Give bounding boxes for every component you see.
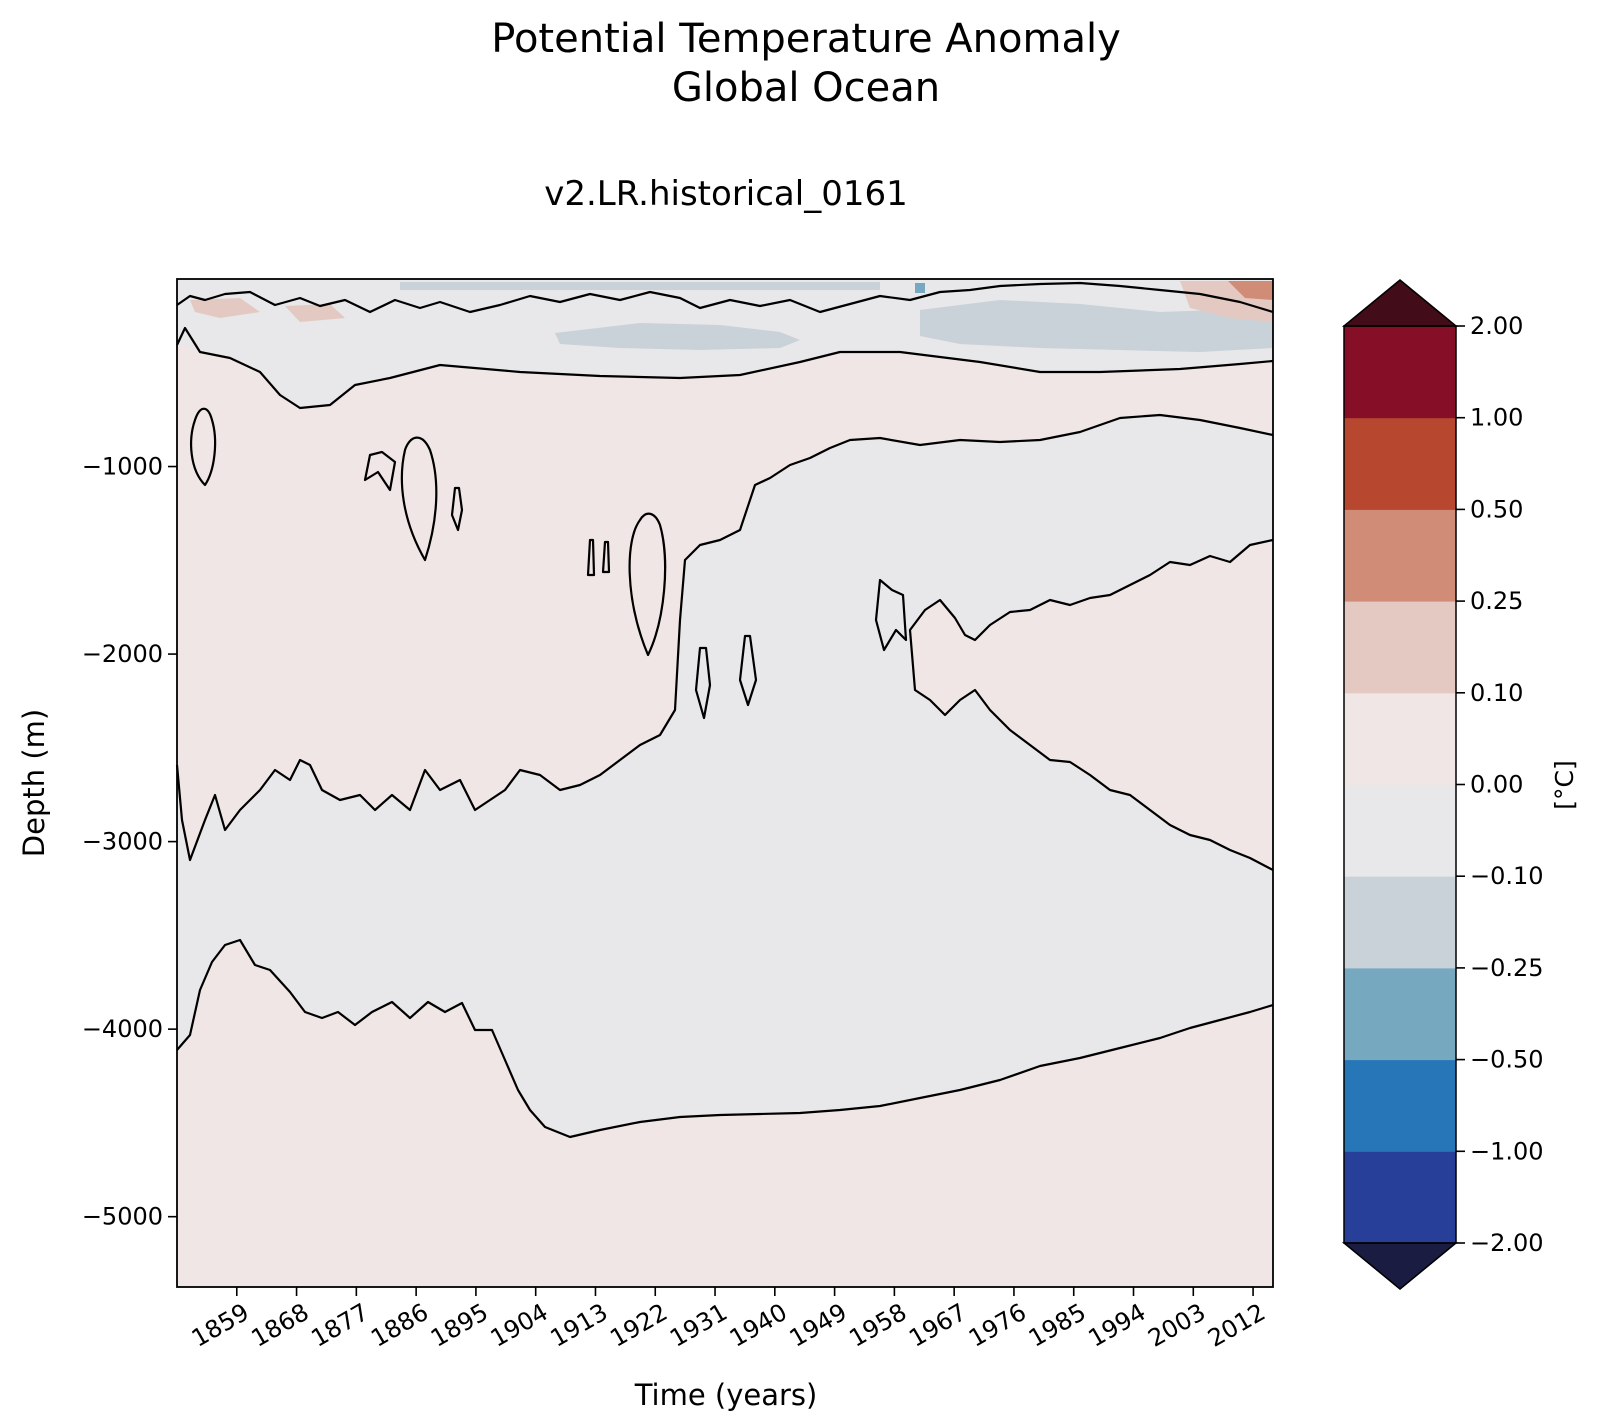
y-tick-label: −2000 — [82, 640, 163, 668]
x-tick-label: 1994 — [1084, 1298, 1151, 1353]
x-tick-label: 2003 — [1143, 1298, 1210, 1353]
contour-island-b — [400, 436, 438, 562]
contour-lower-tongue — [176, 938, 1274, 1139]
contour-island-h — [738, 634, 758, 707]
colorbar-tick-label: 1.00 — [1470, 404, 1523, 432]
plot-frame — [176, 278, 1274, 1288]
y-tick-label: −3000 — [82, 828, 163, 856]
surface-warm-spot-b — [285, 304, 345, 322]
surface-warm-core — [1228, 281, 1273, 300]
colorbar-tick-label: 0.00 — [1470, 771, 1523, 799]
surface-warm-spot-a — [190, 298, 260, 318]
x-tick-label: 2012 — [1203, 1298, 1270, 1353]
colorbar-segment — [1344, 326, 1456, 419]
contour-island-d — [450, 486, 464, 532]
contour-surface-upper — [176, 281, 1274, 314]
colorbar-tick-label: 0.50 — [1470, 495, 1523, 523]
contour-island-g — [694, 646, 712, 720]
colorbar-over-extension — [1341, 279, 1459, 327]
y-tick-label: −5000 — [82, 1203, 163, 1231]
colorbar-segment — [1344, 967, 1456, 1061]
colorbar-segment — [1344, 509, 1456, 602]
x-axis-label: Time (years) — [634, 1378, 818, 1412]
colorbar-segment — [1344, 1151, 1456, 1244]
contour-island-f — [628, 512, 667, 657]
colorbar-under-extension — [1341, 1242, 1459, 1290]
colorbar: −2.00 −1.00 −0.50 −0.25 −0.10 0.00 0.10 0.25 0.5… — [1341, 279, 1544, 1290]
colorbar-segment — [1344, 417, 1456, 510]
contour-surface-lower — [176, 326, 1274, 410]
chart-subtitle: Global Ocean — [672, 65, 940, 111]
y-axis-label: Depth (m) — [17, 709, 51, 857]
contour-island-c — [363, 450, 397, 492]
x-tick-label: 1949 — [785, 1298, 852, 1353]
colorbar-segment — [1344, 692, 1456, 785]
colorbar-tick-label: 0.25 — [1470, 587, 1523, 615]
colorbar-tick-label: 2.00 — [1470, 312, 1523, 340]
x-tick-label: 1859 — [187, 1298, 254, 1353]
colorbar-tick-label: −2.00 — [1470, 1229, 1544, 1257]
mid-depth-cool-tongue — [177, 415, 1273, 1137]
colorbar-label: [°C] — [1550, 760, 1579, 809]
colorbar-segment — [1344, 601, 1456, 694]
contour-island-a — [190, 407, 217, 487]
contour-right-wedge — [908, 538, 1274, 871]
contour-upper-tongue — [175, 413, 1274, 862]
y-tick-label: −4000 — [82, 1015, 163, 1043]
colorbar-tick-label: −1.00 — [1470, 1137, 1544, 1165]
x-tick-label: 1976 — [964, 1298, 1031, 1353]
colorbar-segment — [1344, 876, 1456, 969]
colorbar-tick-label: −0.10 — [1470, 862, 1544, 890]
surface-cool-patch-b — [920, 300, 1273, 352]
x-tick-label: 1931 — [665, 1298, 732, 1353]
y-axis-ticks: −1000 −2000 −3000 −4000 −5000 — [82, 453, 177, 1231]
colorbar-segment — [1344, 784, 1456, 877]
x-tick-label: 1886 — [366, 1298, 433, 1353]
contour-island-e — [586, 538, 611, 577]
contour-lines — [175, 281, 1274, 1139]
colorbar-segment — [1344, 1059, 1456, 1152]
x-tick-label: 1895 — [426, 1298, 493, 1353]
chart-title: Potential Temperature Anomaly — [491, 16, 1121, 62]
colorbar-tick-label: −0.25 — [1470, 954, 1544, 982]
x-tick-label: 1904 — [486, 1298, 553, 1353]
contour-island-i — [874, 578, 908, 652]
surface-cool-spot — [915, 283, 925, 293]
colorbar-tick-label: 0.10 — [1470, 679, 1523, 707]
run-label: v2.LR.historical_0161 — [544, 174, 908, 214]
x-tick-label: 1940 — [725, 1298, 792, 1353]
surface-cool-patch-a — [555, 323, 800, 350]
x-tick-label: 1868 — [247, 1298, 314, 1353]
surface-cool-strip — [400, 282, 880, 290]
x-tick-label: 1922 — [605, 1298, 672, 1353]
x-tick-label: 1877 — [306, 1298, 373, 1353]
x-tick-label: 1967 — [904, 1298, 971, 1353]
y-tick-label: −1000 — [82, 453, 163, 481]
x-tick-label: 1985 — [1024, 1298, 1091, 1353]
x-axis-ticks: 1859186818771886189519041913192219311940… — [187, 1287, 1270, 1353]
colorbar-tick-label: −0.50 — [1470, 1046, 1544, 1074]
x-tick-label: 1958 — [844, 1298, 911, 1353]
plot-area: 1859186818771886189519041913192219311940… — [82, 278, 1274, 1353]
x-tick-label: 1913 — [546, 1298, 613, 1353]
